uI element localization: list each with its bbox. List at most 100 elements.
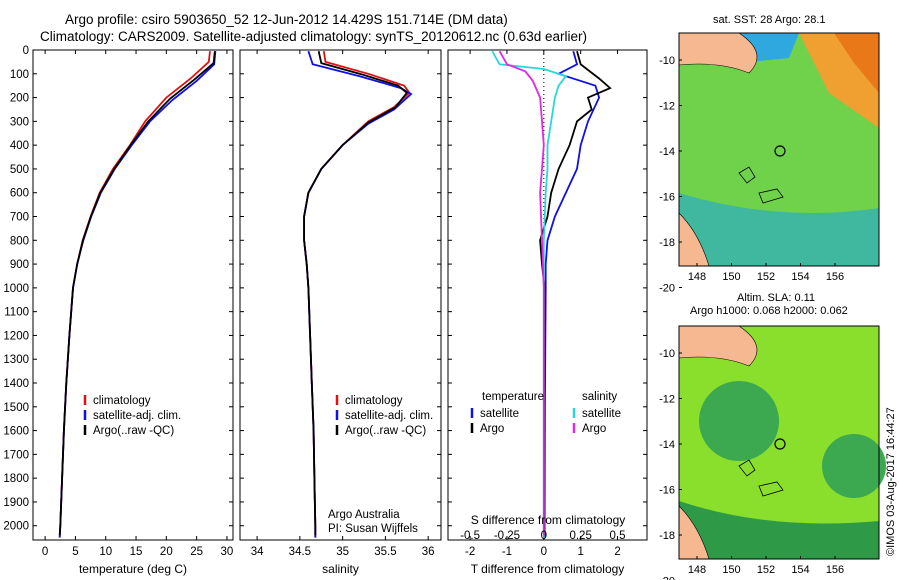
x-tick-label-temperature: 5: [72, 546, 78, 558]
y-tick-label: 200: [10, 93, 29, 105]
x-tick-label-difference: -2: [465, 546, 475, 558]
x-axis-label-salinity: salinity: [322, 562, 359, 576]
map-x-tick-label-sst: 152: [757, 271, 775, 283]
y-tick-label: 1700: [3, 449, 29, 461]
argo-credit-text: Argo Australia: [328, 509, 400, 521]
x-tick-label-difference: 2: [614, 546, 620, 558]
map-x-tick-label-sst: 156: [826, 271, 844, 283]
y-tick-label: 600: [10, 188, 29, 200]
map-y-tick-label-sst: -10: [659, 55, 675, 67]
map-sla: [678, 325, 886, 560]
series-line-salinity-argo-raw-qc-: [303, 51, 409, 536]
secondary-x-tick-label: 0.5: [610, 530, 626, 542]
sla-map-title-line1: Altim. SLA: 0.11: [737, 292, 816, 304]
y-tick-label: 0: [23, 45, 29, 57]
x-tick-label-difference: 0: [541, 546, 547, 558]
y-tick-label: 100: [10, 69, 29, 81]
y-tick-label: 900: [10, 259, 29, 271]
x-tick-label-temperature: 20: [160, 546, 173, 558]
legend-label-salinity: satellite: [582, 408, 621, 420]
legend-label-salinity: Argo: [582, 423, 606, 435]
map-y-tick-label-sst: -16: [659, 192, 675, 204]
figure-title-line1: Argo profile: csiro 5903650_52 12-Jun-20…: [65, 12, 508, 27]
argo-float-marker: [774, 438, 786, 450]
legend-title-salinity: salinity: [582, 391, 617, 403]
y-tick-label: 700: [10, 212, 29, 224]
x-tick-label-salinity: 35: [336, 546, 349, 558]
map-y-tick-label-sst: -18: [659, 237, 675, 249]
sla-low-region: [699, 381, 779, 461]
x-tick-label-salinity: 34: [251, 546, 264, 558]
y-tick-label: 1200: [3, 330, 29, 342]
y-tick-label: 1800: [3, 473, 29, 485]
legend-title-temperature: temperature: [482, 391, 544, 403]
map-x-tick-label-sla: 152: [757, 564, 775, 576]
y-tick-label: 300: [10, 116, 29, 128]
map-x-tick-label-sst: 150: [722, 271, 740, 283]
x-tick-label-temperature: 25: [190, 546, 203, 558]
x-tick-label-difference: -1: [502, 546, 512, 558]
plot-frame-salinity: [239, 49, 442, 541]
sla-deep-region: [679, 501, 879, 559]
y-tick-label: 2000: [3, 521, 29, 533]
map-x-tick-label-sla: 154: [791, 564, 809, 576]
legend-label-salinity: satellite-adj. clim.: [345, 410, 433, 422]
sst-map-title: sat. SST: 28 Argo: 28.1: [713, 14, 826, 26]
map-x-tick-label-sla: 150: [722, 564, 740, 576]
map-x-tick-label-sla: 156: [826, 564, 844, 576]
map-y-tick-label-sla: -12: [659, 394, 675, 406]
x-tick-label-salinity: 34.5: [289, 546, 311, 558]
reef-outline: [738, 166, 784, 204]
legend-label-temperature: Argo(..raw -QC): [93, 425, 174, 437]
legend-label-temperature: satellite-adj. clim.: [93, 410, 181, 422]
map-x-tick-label-sst: 148: [688, 271, 706, 283]
x-tick-label-temperature: 10: [99, 546, 112, 558]
y-tick-label: 1600: [3, 426, 29, 438]
map-frame-sst: [678, 32, 880, 267]
x-tick-label-difference: 1: [577, 546, 583, 558]
y-tick-label: 1100: [4, 307, 29, 319]
x-axis-label-difference: T difference from climatology: [471, 562, 625, 576]
y-tick-label: 500: [10, 164, 29, 176]
argo-credit-text: PI: Susan Wijffels: [328, 523, 418, 535]
series-line-difference-s-argo: [498, 50, 545, 536]
map-y-tick-label-sla: -10: [659, 348, 675, 360]
map-y-tick-label-sst: -12: [659, 101, 675, 113]
x-tick-label-salinity: 36: [422, 546, 435, 558]
legend-label-salinity: climatology: [345, 395, 403, 407]
sla-map-title-line2: Argo h1000: 0.068 h2000: 0.062: [690, 305, 848, 317]
y-tick-label: 1300: [3, 354, 29, 366]
secondary-x-tick-label: -0.25: [494, 530, 520, 542]
sla-low-region: [822, 434, 886, 498]
x-tick-label-temperature: 15: [130, 546, 143, 558]
map-y-tick-label-sla: -18: [659, 530, 675, 542]
y-tick-label: 1900: [3, 497, 29, 509]
series-line-temperature-argo-raw-qc-: [58, 51, 216, 536]
secondary-x-axis-label: S difference from climatology: [471, 513, 626, 527]
legend-label-temperature: climatology: [93, 395, 151, 407]
argo-float-marker: [774, 145, 786, 157]
map-y-tick-label-sst: -14: [659, 146, 675, 158]
x-tick-label-temperature: 30: [221, 546, 234, 558]
series-line-difference-t-satellite: [543, 50, 601, 538]
map-sst: [678, 32, 880, 288]
y-tick-label: 1000: [3, 283, 29, 295]
legend-label-temperature: satellite: [480, 408, 519, 420]
map-y-tick-label-sst: -20: [659, 283, 675, 295]
sst-cool-region: [679, 193, 879, 266]
map-x-tick-label-sst: 154: [791, 271, 809, 283]
figure-title-line2: Climatology: CARS2009. Satellite-adjuste…: [40, 29, 588, 44]
y-tick-label: 800: [10, 235, 29, 247]
map-y-tick-label-sla: -16: [659, 485, 675, 497]
y-tick-label: 400: [10, 140, 29, 152]
reef-outline: [738, 459, 784, 497]
x-axis-label-temperature: temperature (deg C): [79, 562, 187, 576]
secondary-x-tick-label: -0.5: [460, 530, 480, 542]
secondary-x-tick-label: 0.25: [569, 530, 591, 542]
plot-frame-temperature: [32, 49, 234, 541]
timestamp-credit: ©IMOS 03-Aug-2017 16:44:27: [885, 407, 897, 556]
secondary-x-tick-label: 0: [541, 530, 547, 542]
land-new-guinea: [678, 32, 758, 74]
x-tick-label-temperature: 0: [42, 546, 48, 558]
